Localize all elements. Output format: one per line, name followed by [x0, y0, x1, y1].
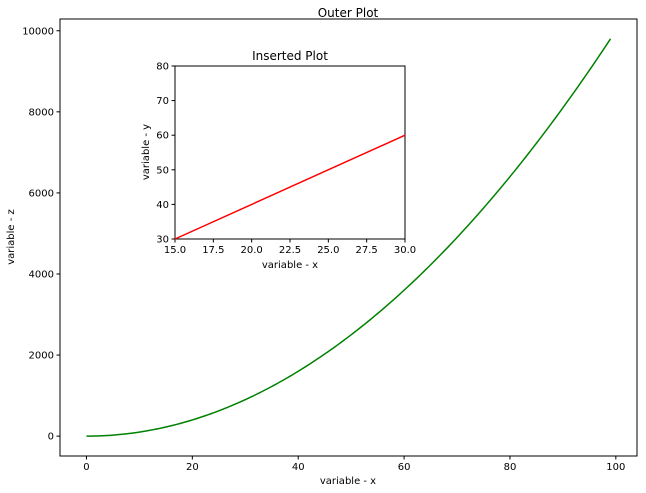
inset-x-tick-label: 17.5 — [202, 245, 224, 256]
outer-x-tick-label: 40 — [292, 462, 305, 473]
outer-x-axis-label: variable - x — [320, 476, 376, 487]
outer-x-tick-label: 20 — [186, 462, 199, 473]
outer-series-line — [86, 38, 612, 437]
outer-y-tick-label: 10000 — [22, 26, 54, 37]
inset-x-ticks: 15.0 17.5 20.0 22.5 25.0 27.5 30.0 — [164, 239, 416, 256]
inset-series-line — [174, 134, 406, 240]
inset-x-tick-label: 30.0 — [394, 245, 416, 256]
inset-x-tick-label: 20.0 — [241, 245, 263, 256]
inset-x-tick-label: 27.5 — [356, 245, 378, 256]
inset-y-tick-label: 30 — [156, 235, 169, 246]
outer-y-tick-label: 6000 — [29, 188, 54, 199]
outer-y-tick-label: 2000 — [29, 351, 54, 362]
outer-x-tick-label: 80 — [504, 462, 517, 473]
outer-y-axis-label: variable - z — [6, 209, 17, 265]
inset-x-tick-label: 22.5 — [279, 245, 301, 256]
outer-y-tick-label: 0 — [48, 432, 54, 443]
outer-x-tick-label: 60 — [398, 462, 411, 473]
inset-y-axis-label: variable - y — [141, 124, 152, 180]
inset-y-tick-label: 50 — [156, 165, 169, 176]
inset-x-tick-label: 25.0 — [317, 245, 339, 256]
outer-x-tick-label: 100 — [606, 462, 625, 473]
outer-y-tick-label: 8000 — [29, 107, 54, 118]
inset-x-axis-label: variable - x — [262, 260, 318, 271]
inset-y-tick-label: 70 — [156, 96, 169, 107]
outer-y-tick-label: 4000 — [29, 269, 54, 280]
outer-y-ticks: 0 2000 4000 6000 8000 10000 — [22, 26, 60, 443]
inset-x-tick-label: 15.0 — [164, 245, 186, 256]
inset-y-tick-label: 80 — [156, 62, 169, 73]
inset-y-tick-label: 60 — [156, 131, 169, 142]
outer-plot: 0 20 40 60 80 100 0 2000 4000 6000 8000 10000 Oute… — [6, 6, 638, 487]
inset-plot: 15.0 17.5 20.0 22.5 25.0 27.5 30.0 30 40 50 60 70 8… — [141, 49, 416, 271]
inset-y-tick-label: 40 — [156, 200, 169, 211]
outer-x-tick-label: 0 — [83, 462, 89, 473]
inset-axes-frame — [174, 65, 406, 240]
outer-axes-frame — [59, 18, 638, 457]
outer-x-ticks: 0 20 40 60 80 100 — [83, 456, 625, 473]
inset-y-ticks: 30 40 50 60 70 80 — [156, 62, 175, 246]
outer-plot-title: Outer Plot — [318, 6, 379, 20]
inset-plot-title: Inserted Plot — [252, 49, 328, 63]
